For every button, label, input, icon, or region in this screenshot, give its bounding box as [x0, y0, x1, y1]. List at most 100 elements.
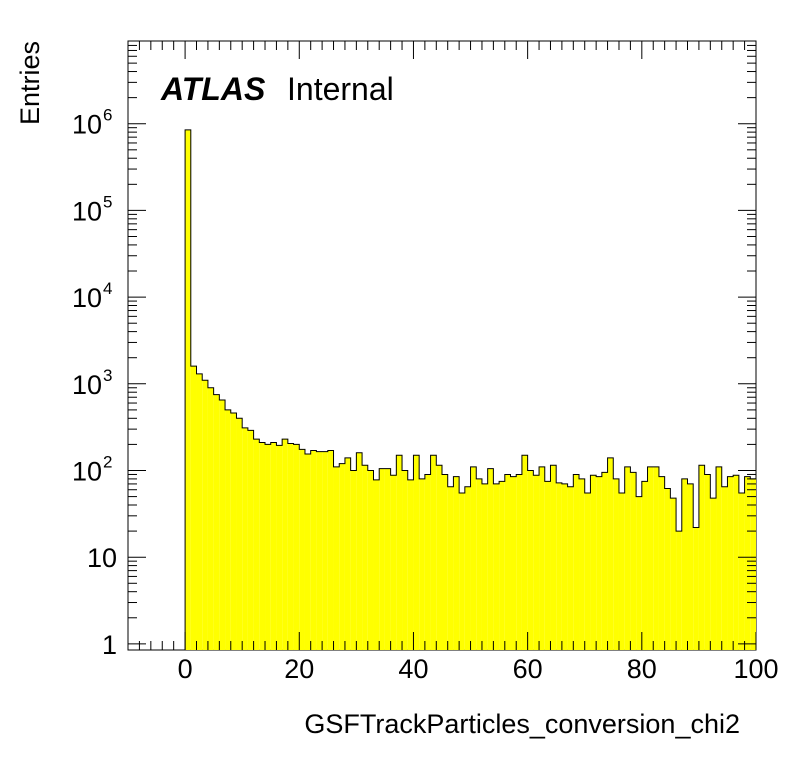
atlas-label: ATLAS [160, 71, 266, 107]
histogram-bar [710, 498, 717, 650]
histogram-bar [430, 455, 437, 650]
histogram-bar [384, 468, 391, 650]
histogram-bar [750, 478, 756, 650]
histogram-bar [362, 465, 368, 650]
histogram-bar [584, 493, 591, 650]
x-tick-label: 60 [513, 654, 543, 684]
histogram-bar [670, 498, 677, 650]
histogram-bar [419, 478, 425, 650]
histogram-bar [259, 442, 266, 650]
histogram-bar [681, 478, 688, 650]
histogram-bar [344, 457, 351, 650]
histogram-bar [533, 475, 540, 650]
histogram-bar [481, 483, 488, 650]
histogram-bar [219, 400, 226, 650]
histogram-bar [647, 466, 654, 650]
x-axis-label: GSFTrackParticles_conversion_chi2 [304, 709, 740, 739]
y-tick-label-exponent: 4 [103, 279, 112, 298]
histogram-bar [493, 483, 500, 650]
histogram-bar [265, 444, 271, 650]
histogram-bar [373, 479, 380, 650]
histogram-bar [304, 453, 311, 650]
x-tick-label: 0 [178, 654, 193, 684]
histogram-bar [464, 486, 471, 650]
histogram-bar [516, 474, 522, 650]
histogram-bar [613, 478, 619, 650]
histogram-bar [287, 443, 294, 650]
histogram-bar [190, 366, 197, 650]
histogram-bar [687, 483, 694, 650]
histogram-bar [636, 496, 642, 650]
histogram-bar [322, 451, 328, 650]
histogram-bar [236, 418, 243, 650]
histogram-bar [379, 468, 385, 650]
histogram-bar [230, 413, 237, 650]
y-tick-label-exponent: 3 [103, 366, 112, 385]
histogram-bar [556, 482, 562, 650]
histogram-bar [716, 466, 722, 650]
histogram-bar [202, 380, 208, 650]
histogram-bar [596, 476, 602, 650]
histogram-bar [276, 445, 283, 650]
histogram-bars [184, 129, 756, 650]
histogram-bar [601, 472, 608, 650]
axis-ticks [127, 40, 757, 650]
internal-label: Internal [287, 71, 394, 107]
histogram-bar [727, 476, 734, 650]
histogram-bar [567, 486, 574, 650]
histogram-bar [504, 474, 511, 650]
histogram-bar [213, 394, 220, 650]
histogram-bar [270, 442, 277, 650]
y-tick-label: 10 [72, 456, 102, 486]
histogram-bar [653, 466, 659, 650]
histogram-bar [424, 474, 431, 650]
histogram-bar [282, 439, 288, 650]
histogram-bar [470, 466, 477, 650]
y-tick-label: 10 [72, 110, 102, 140]
histogram-bar [196, 373, 203, 650]
histogram-bar [510, 476, 517, 650]
histogram-bar [641, 481, 648, 650]
histogram-bar [550, 465, 557, 650]
y-tick-label-exponent: 5 [103, 192, 112, 211]
y-tick-label: 10 [72, 283, 102, 313]
histogram-bar [253, 439, 260, 650]
histogram-bar [453, 476, 460, 650]
histogram-bar [539, 466, 545, 650]
histogram-bar [738, 493, 745, 650]
histogram-bar [579, 478, 585, 650]
y-axis-label: Entries [15, 41, 45, 125]
histogram-bar [664, 488, 671, 650]
x-tick-label: 40 [398, 654, 428, 684]
histogram-bar [618, 493, 625, 650]
y-tick-label: 10 [72, 196, 102, 226]
histogram-bar [544, 481, 551, 650]
histogram-bar [333, 466, 340, 650]
y-tick-label-exponent: 6 [103, 106, 112, 125]
histogram-bar [459, 493, 465, 650]
histogram-outline [184, 129, 756, 650]
histogram-bar [499, 481, 505, 650]
histogram-bar [207, 387, 214, 650]
histogram-bar [733, 475, 739, 650]
histogram-bar [693, 527, 699, 650]
histogram-bar [247, 430, 254, 650]
histogram-bar [476, 478, 482, 650]
histogram-bar [527, 470, 534, 650]
histogram-bar [390, 475, 397, 650]
histogram-bar [704, 474, 711, 650]
histogram-bar [339, 463, 345, 650]
histogram-bar [413, 455, 420, 650]
histogram-bar [436, 465, 442, 650]
histogram-bar [630, 472, 637, 650]
histogram-bar [658, 476, 665, 650]
y-tick-label: 1 [102, 630, 117, 660]
y-tick-label: 10 [87, 543, 117, 573]
histogram-bar [487, 468, 494, 650]
histogram-bar [299, 449, 305, 650]
histogram-bar [442, 474, 448, 650]
histogram-bar [698, 465, 705, 650]
x-tick-label: 20 [284, 654, 314, 684]
histogram-bar [350, 470, 357, 650]
